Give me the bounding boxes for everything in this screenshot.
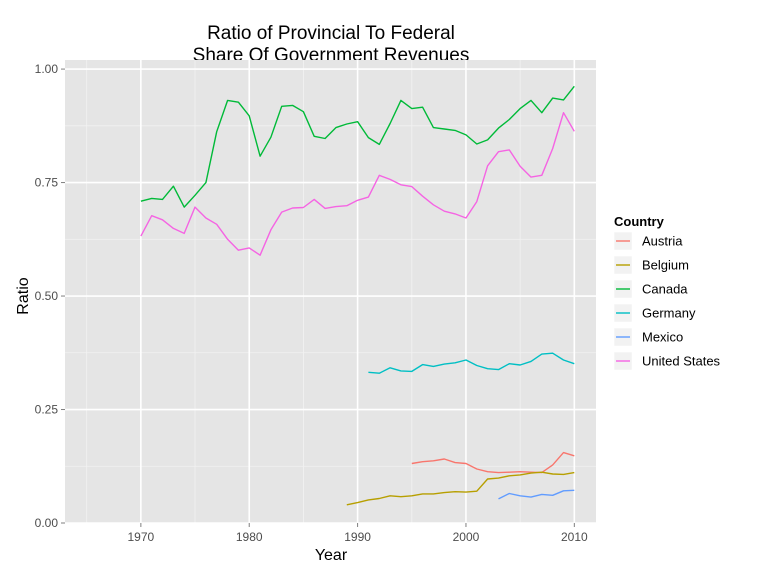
x-tick-label-1980: 1980 (236, 530, 263, 544)
series-line-germany (368, 352, 575, 374)
chart-title-line-1: Ratio of Provincial To Federal (207, 23, 455, 44)
y-tick-label-3: 0.75 (35, 176, 59, 190)
legend-title: Country (614, 214, 665, 229)
y-tick-label-0: 0.00 (35, 516, 59, 530)
series-line-austria (411, 451, 575, 474)
legend-label-united-states: United States (642, 354, 721, 369)
x-tick-label-1990: 1990 (344, 530, 371, 544)
legend-label-canada: Canada (642, 282, 688, 297)
minor-grid (65, 60, 596, 523)
y-tick-label-2: 0.50 (35, 289, 59, 303)
y-tick-label-4: 1.00 (35, 62, 59, 76)
series-line-united-states (140, 111, 575, 256)
y-axis: 0.00 0.25 0.50 0.75 1.00 (35, 62, 65, 530)
x-axis-title: Year (315, 547, 348, 564)
x-tick-label-2010: 2010 (561, 530, 588, 544)
major-grid (65, 60, 596, 524)
x-tick-label-2000: 2000 (453, 530, 480, 544)
series-lines (140, 85, 575, 506)
series-line-mexico (498, 489, 575, 500)
plot-panel (65, 60, 596, 523)
legend-label-belgium: Belgium (642, 258, 689, 273)
series-line-belgium (346, 471, 575, 506)
x-axis: 1970 1980 1990 2000 2010 (128, 523, 588, 544)
y-tick-label-1: 0.25 (35, 403, 59, 417)
x-tick-label-1970: 1970 (128, 530, 155, 544)
y-axis-title: Ratio (15, 277, 32, 314)
legend-label-germany: Germany (642, 306, 696, 321)
series-line-canada (140, 85, 575, 208)
legend-label-mexico: Mexico (642, 330, 683, 345)
legend-label-austria: Austria (642, 234, 683, 249)
legend: Country Austria Belgium Canada Germany Mexic… (613, 214, 721, 371)
